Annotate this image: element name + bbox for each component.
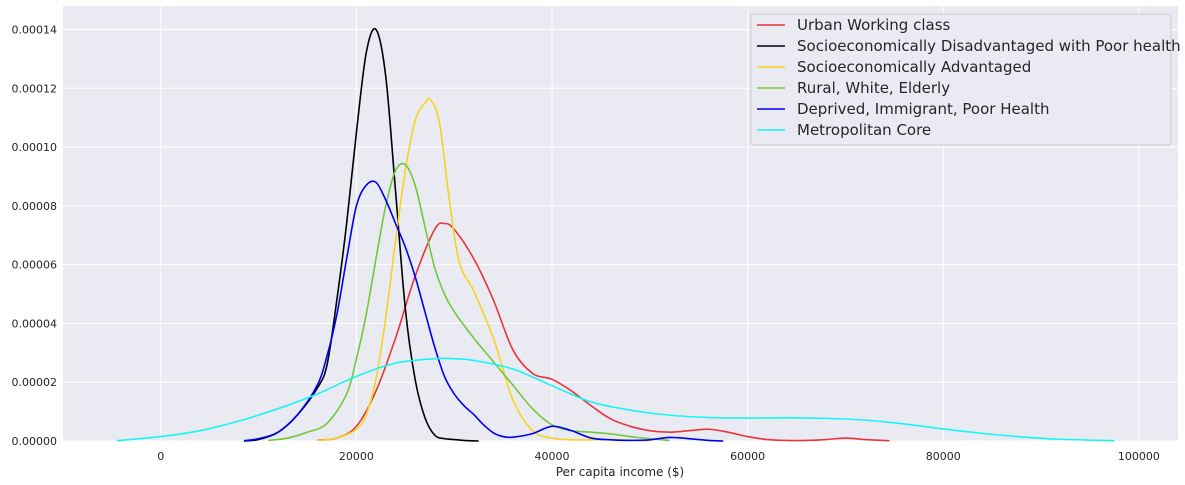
x-axis-title: Per capita income ($) (556, 465, 684, 479)
x-tick-label: 20000 (339, 450, 374, 463)
y-tick-label: 0.00004 (12, 317, 58, 330)
legend-label: Rural, White, Elderly (797, 79, 950, 97)
legend-label: Urban Working class (797, 16, 951, 34)
legend-label: Deprived, Immigrant, Poor Health (797, 100, 1049, 118)
series-line (317, 97, 650, 442)
series-line (268, 162, 670, 442)
y-tick-label: 0.00008 (12, 200, 58, 213)
y-tick-label: 0.00012 (12, 82, 58, 95)
legend-label: Metropolitan Core (797, 121, 931, 139)
x-tick-label: 100000 (1118, 450, 1160, 463)
series-lines (116, 27, 1115, 442)
x-tick-label: 80000 (926, 450, 961, 463)
legend: Urban Working class Socioeconomically Dis… (750, 13, 1181, 146)
y-tick-label: 0.00000 (12, 435, 58, 448)
x-tick-label: 0 (157, 450, 164, 463)
y-tick-label: 0.00014 (12, 24, 58, 37)
legend-box (750, 13, 1172, 146)
y-tick-label: 0.00006 (12, 259, 58, 272)
y-tick-label: 0.00002 (12, 376, 58, 389)
y-axis-ticks: 0.00000 0.00002 0.00004 0.00006 0.00008 0.000… (12, 24, 58, 448)
x-axis-ticks: 0 20000 40000 60000 80000 100000 (157, 450, 1160, 463)
legend-label: Socioeconomically Disadvantaged with Poo… (797, 37, 1181, 55)
legend-label: Socioeconomically Advantaged (797, 58, 1031, 76)
x-tick-label: 40000 (535, 450, 570, 463)
y-tick-label: 0.00010 (12, 141, 58, 154)
x-tick-label: 60000 (730, 450, 765, 463)
series-line (243, 180, 724, 442)
series-line (116, 357, 1115, 442)
